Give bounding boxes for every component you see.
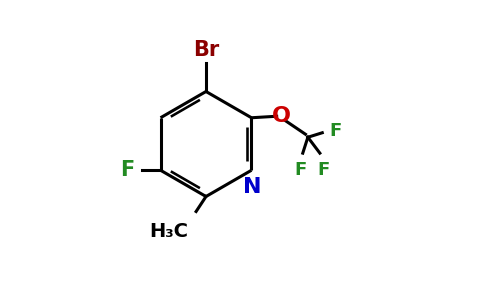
Text: F: F (120, 160, 134, 180)
Text: F: F (294, 161, 306, 179)
Text: H₃C: H₃C (149, 222, 188, 241)
Text: F: F (330, 122, 342, 140)
Text: O: O (272, 106, 291, 126)
Text: Br: Br (193, 40, 219, 60)
Text: F: F (318, 161, 330, 179)
Text: N: N (243, 177, 262, 197)
